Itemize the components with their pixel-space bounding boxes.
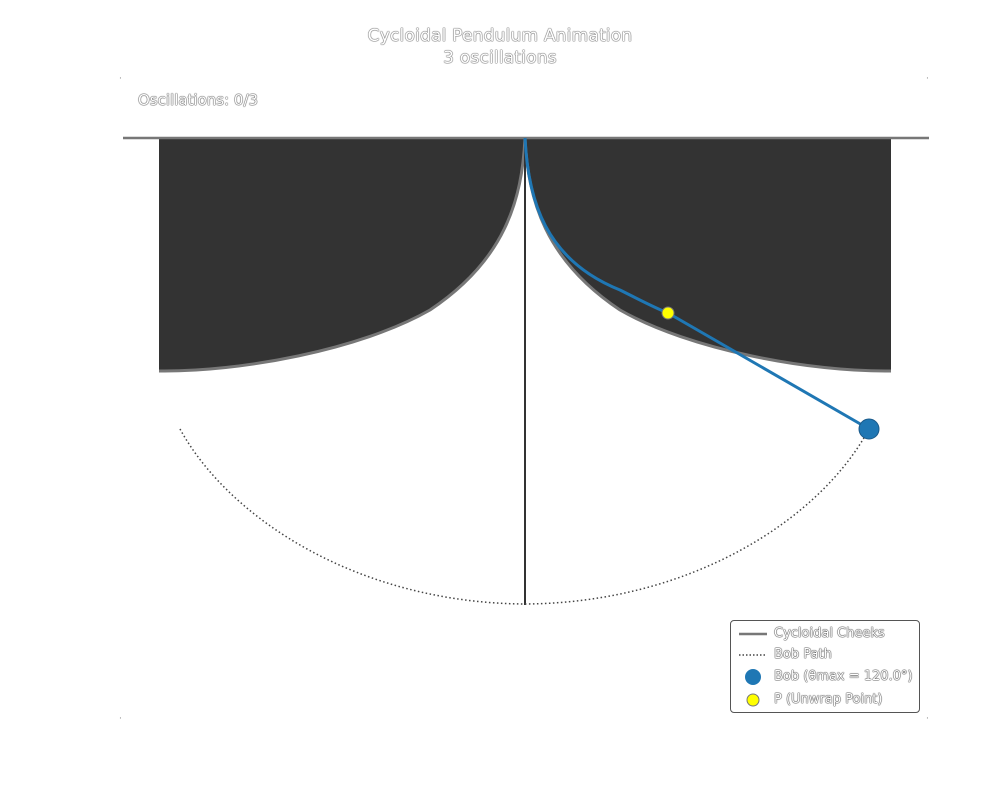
- legend-label-path: Bob Path: [774, 647, 832, 662]
- legend-label-bob: Bob (θmax = 120.0°): [774, 669, 913, 684]
- figure-subtitle: 3 oscillations: [443, 48, 557, 68]
- cheeks-line-icon: [739, 632, 767, 636]
- oscillation-counter: Oscillations: 0/3: [138, 91, 259, 109]
- left-cheek-edge: [158, 137, 527, 373]
- bob-path: [179, 428, 870, 605]
- legend-label-point: P (Unwrap Point): [774, 692, 883, 707]
- wrapped-string: [523, 137, 669, 315]
- bob-marker: [858, 418, 880, 440]
- axes-corner-top-right: ·: [926, 74, 929, 84]
- free-string: [667, 311, 870, 431]
- unwrap-point-marker: [661, 306, 675, 320]
- legend-item-path: Bob Path: [731, 645, 921, 665]
- right-cycloidal-cheek: [525, 138, 891, 372]
- axes-corner-bottom-left: ·: [119, 714, 122, 724]
- legend-item-point: P (Unwrap Point): [731, 690, 921, 710]
- point-circle-icon: [746, 693, 760, 707]
- legend-label-cheeks: Cycloidal Cheeks: [774, 626, 885, 641]
- legend-item-bob: Bob (θmax = 120.0°): [731, 667, 921, 687]
- left-cycloidal-cheek: [159, 138, 525, 372]
- axes-corner-bottom-right: ·: [926, 714, 929, 724]
- path-dotted-line-icon: [739, 654, 767, 656]
- figure-title: Cycloidal Pendulum Animation: [367, 26, 633, 46]
- legend-item-cheeks: Cycloidal Cheeks: [731, 624, 921, 644]
- axes-corner-top-left: ·: [119, 74, 122, 84]
- legend: Cycloidal Cheeks Bob Path Bob (θmax = 12…: [730, 620, 920, 713]
- bob-circle-icon: [745, 669, 761, 685]
